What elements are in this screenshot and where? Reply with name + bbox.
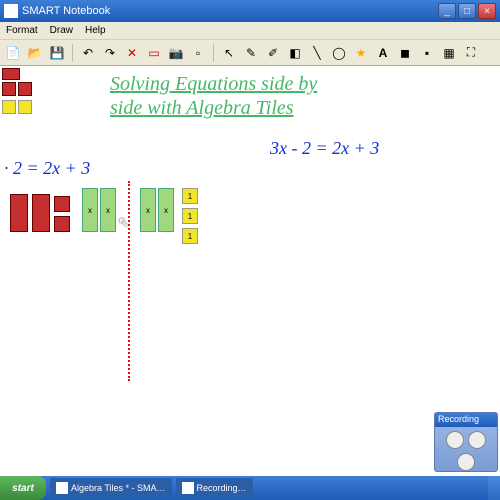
menu-draw[interactable]: Draw — [50, 25, 73, 36]
save-icon[interactable]: 💾 — [48, 44, 66, 62]
algebra-tile-red[interactable] — [32, 194, 50, 232]
page-icon[interactable]: ▫ — [189, 44, 207, 62]
algebra-tile-green[interactable]: x — [100, 188, 116, 232]
algebra-tile-green[interactable]: x — [140, 188, 156, 232]
algebra-tile-red[interactable] — [2, 68, 20, 80]
title-line2: side with Algebra Tiles — [110, 97, 294, 119]
color-icon[interactable]: ▪ — [418, 44, 436, 62]
close-button[interactable]: × — [478, 3, 496, 19]
algebra-tile-yellow[interactable] — [18, 100, 32, 114]
pause-button[interactable] — [457, 453, 475, 471]
redo-icon[interactable]: ↷ — [101, 44, 119, 62]
new-icon[interactable]: 📄 — [4, 44, 22, 62]
divider-dotted — [128, 181, 130, 381]
recording-body — [435, 427, 497, 475]
algebra-tile-red[interactable] — [2, 82, 16, 96]
algebra-tile-red[interactable] — [18, 82, 32, 96]
taskbar: start Algebra Tiles * - SMA… Recording… — [0, 476, 500, 500]
task-label: Recording… — [197, 483, 247, 493]
fullscreen-icon[interactable]: ⛶ — [462, 44, 480, 62]
record-button[interactable] — [446, 431, 464, 449]
algebra-tile-red[interactable] — [10, 194, 28, 232]
grid-icon[interactable]: ▦ — [440, 44, 458, 62]
titlebar: SMART Notebook _ □ × — [0, 0, 500, 22]
undo-icon[interactable]: ↶ — [79, 44, 97, 62]
open-icon[interactable]: 📂 — [26, 44, 44, 62]
clear-icon[interactable]: ▭ — [145, 44, 163, 62]
separator — [72, 44, 73, 62]
page-title: Solving Equations side by side with Alge… — [110, 72, 390, 120]
shape-icon[interactable]: ◯ — [330, 44, 348, 62]
algebra-tile-yellow[interactable]: 1 — [182, 188, 198, 204]
task-item-recording[interactable]: Recording… — [176, 478, 253, 498]
task-icon — [56, 482, 68, 494]
task-icon — [182, 482, 194, 494]
task-label: Algebra Tiles * - SMA… — [71, 483, 166, 493]
toolbar: 📄 📂 💾 ↶ ↷ ✕ ▭ 📷 ▫ ↖ ✎ ✐ ◧ ╲ ◯ ★ A ◼ ▪ ▦ … — [0, 40, 500, 66]
delete-icon[interactable]: ✕ — [123, 44, 141, 62]
algebra-tile-yellow[interactable]: 1 — [182, 228, 198, 244]
recording-panel[interactable]: Recording — [434, 412, 498, 472]
equation-right: 3x - 2 = 2x + 3 — [270, 138, 379, 159]
line-icon[interactable]: ╲ — [308, 44, 326, 62]
app-icon — [4, 4, 18, 18]
algebra-tile-yellow[interactable] — [2, 100, 16, 114]
start-button[interactable]: start — [0, 476, 46, 500]
canvas[interactable]: Solving Equations side by side with Alge… — [0, 66, 500, 476]
menubar: Format Draw Help — [0, 22, 500, 40]
window-title: SMART Notebook — [22, 5, 110, 17]
highlighter-icon[interactable]: ✐ — [264, 44, 282, 62]
text-icon[interactable]: A — [374, 44, 392, 62]
algebra-tile-green[interactable]: x — [158, 188, 174, 232]
pointer-icon[interactable]: ↖ — [220, 44, 238, 62]
eraser-icon[interactable]: ◧ — [286, 44, 304, 62]
title-line1: Solving Equations side by — [110, 73, 317, 95]
window-controls: _ □ × — [438, 3, 496, 19]
menu-help[interactable]: Help — [85, 25, 106, 36]
task-item-notebook[interactable]: Algebra Tiles * - SMA… — [50, 478, 172, 498]
cursor-icon: ↖ — [118, 214, 130, 231]
maximize-button[interactable]: □ — [458, 3, 476, 19]
stop-button[interactable] — [468, 431, 486, 449]
algebra-tile-green[interactable]: x — [82, 188, 98, 232]
algebra-tile-red[interactable] — [54, 196, 70, 212]
fill-icon[interactable]: ◼ — [396, 44, 414, 62]
star-icon[interactable]: ★ — [352, 44, 370, 62]
minimize-button[interactable]: _ — [438, 3, 456, 19]
algebra-tile-red[interactable] — [54, 216, 70, 232]
equation-left: · 2 = 2x + 3 — [4, 158, 90, 179]
camera-icon[interactable]: 📷 — [167, 44, 185, 62]
system-tray[interactable] — [488, 476, 500, 500]
menu-format[interactable]: Format — [6, 25, 38, 36]
recording-title: Recording — [435, 413, 497, 427]
pen-icon[interactable]: ✎ — [242, 44, 260, 62]
separator — [213, 44, 214, 62]
algebra-tile-yellow[interactable]: 1 — [182, 208, 198, 224]
